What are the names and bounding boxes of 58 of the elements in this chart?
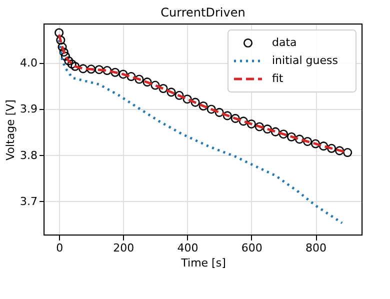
point [286, 132, 296, 142]
point [310, 139, 320, 148]
point [118, 70, 128, 79]
y-axis-title: Voltage [V] [4, 100, 18, 160]
point [158, 84, 168, 94]
point [67, 60, 76, 69]
x-axis-title: Time [s] [180, 256, 226, 270]
point [78, 64, 88, 74]
point [343, 148, 352, 158]
point [302, 136, 312, 146]
point [262, 124, 272, 134]
point [230, 114, 240, 123]
point [70, 62, 80, 71]
line-series [58, 38, 344, 224]
y-tick-label: 3.8 [20, 148, 38, 162]
point [142, 78, 152, 87]
point [86, 64, 96, 74]
y-tick-label: 3.9 [20, 102, 38, 116]
point [294, 134, 304, 144]
point [246, 119, 256, 128]
point [182, 94, 192, 104]
point [58, 42, 67, 52]
point [150, 80, 160, 90]
point [102, 66, 112, 76]
point [126, 72, 136, 82]
point [94, 65, 104, 74]
point [166, 88, 176, 97]
point [254, 122, 264, 132]
point [60, 52, 70, 61]
point [206, 104, 216, 114]
legend-label: data [272, 36, 297, 49]
point [134, 74, 144, 84]
point [270, 127, 280, 136]
point [278, 130, 288, 139]
point [198, 101, 208, 111]
x-tick-label: 800 [306, 242, 327, 254]
y-tick-label: 4.0 [20, 56, 38, 70]
point [214, 108, 224, 117]
point [59, 48, 68, 57]
point [222, 111, 232, 120]
x-tick-label: 600 [241, 242, 262, 254]
point [110, 68, 120, 77]
point [238, 116, 248, 126]
y-tick-label: 3.7 [20, 194, 38, 208]
point [335, 146, 344, 156]
point [56, 36, 66, 45]
point [327, 144, 336, 153]
point [64, 56, 74, 66]
point [190, 98, 200, 107]
x-tick-label: 0 [56, 242, 64, 254]
legend-label: initial guess [272, 54, 338, 67]
chart-title: CurrentDriven [160, 6, 246, 20]
legend-label: fit [272, 72, 284, 85]
x-tick-label: 200 [113, 242, 134, 254]
point [319, 142, 328, 151]
point [174, 90, 184, 100]
x-tick-label: 400 [177, 242, 198, 254]
point [54, 28, 64, 38]
